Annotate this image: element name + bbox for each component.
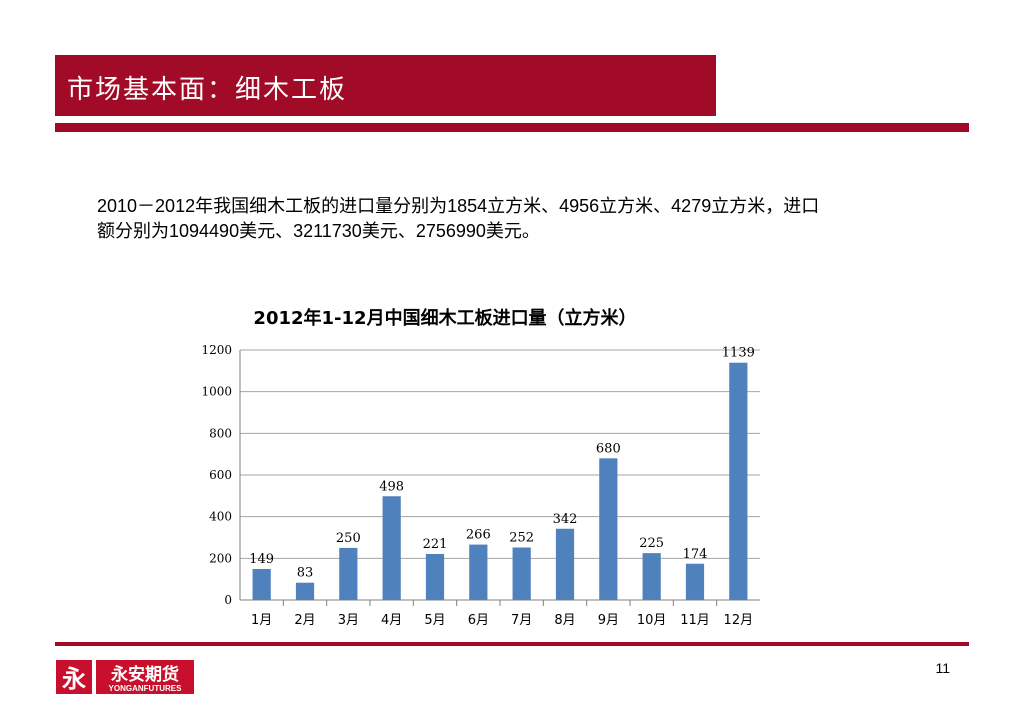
x-tick-label: 6月 [468,613,489,628]
bar-value-label: 250 [336,531,361,546]
bar [425,553,445,600]
y-tick-label: 0 [224,593,232,607]
body-paragraph: 2010－2012年我国细木工板的进口量分别为1854立方米、4956立方米、4… [97,196,820,241]
bar [339,547,358,600]
bar-value-label: 83 [297,566,314,581]
x-tick-label: 11月 [680,613,710,628]
bar-value-label: 498 [379,479,404,494]
bar-value-label: 342 [553,512,578,527]
y-tick-label: 1200 [201,343,232,357]
x-tick-label: 8月 [554,613,575,628]
logo-name-en: YONGANFUTURES [109,684,183,693]
x-tick-label: 4月 [381,613,402,628]
x-tick-label: 9月 [598,613,619,628]
y-tick-label: 400 [209,510,232,524]
bar-value-label: 266 [466,528,491,543]
title-bar: 市场基本面：细木工板 [55,55,716,116]
y-tick-label: 800 [209,426,232,440]
bar [512,547,531,600]
bar-value-label: 225 [639,536,664,551]
x-tick-label: 12月 [724,613,754,628]
bar [252,568,271,600]
bar [295,582,315,600]
x-tick-label: 7月 [511,613,532,628]
bar-value-label: 149 [249,552,274,567]
bar [685,563,705,600]
top-divider [55,123,969,132]
x-tick-label: 5月 [424,613,445,628]
y-tick-label: 200 [209,551,232,565]
bar [469,544,488,600]
bottom-divider [55,642,969,646]
bar [729,362,748,600]
x-tick-label: 10月 [637,613,667,628]
y-tick-label: 1000 [201,385,232,399]
x-axis-ticks: 1月 2月 3月 4月 5月 6月 7月 8月 9月 10月 11月 12月 [240,599,760,628]
bar-value-label: 1139 [722,346,755,361]
chart-bars [252,362,748,600]
chart-title: 2012年1-12月中国细木工板进口量（立方米） [253,307,636,329]
logo-mark-char: 永 [62,665,86,693]
bar-value-label: 680 [596,441,621,456]
bar-value-label: 252 [509,531,534,546]
bar-value-label: 221 [423,537,448,552]
x-tick-label: 3月 [338,613,359,628]
slide-title: 市场基本面：细木工板 [67,75,348,105]
logo-name: 永安期货 [110,664,179,685]
page-number: 11 [935,660,950,676]
yongan-logo: 永 永安期货 YONGANFUTURES [56,658,196,696]
bar [642,553,661,600]
chart-gridlines [239,349,760,601]
y-axis-ticks: 0 200 400 600 800 1000 1200 [201,343,232,607]
bar [555,528,575,600]
x-tick-label: 2月 [294,613,315,628]
bar [599,458,618,600]
logo-mark-icon [56,660,92,694]
data-labels: 149 83 250 498 221 266 252 342 680 225 174 1139 [249,346,755,581]
import-volume-chart: 2012年1-12月中国细木工板进口量（立方米） 0 200 400 600 800 10… [201,307,760,628]
x-tick-label: 1月 [251,613,272,628]
bar [382,496,401,600]
bar-value-label: 174 [683,547,708,562]
y-tick-label: 600 [209,468,232,482]
